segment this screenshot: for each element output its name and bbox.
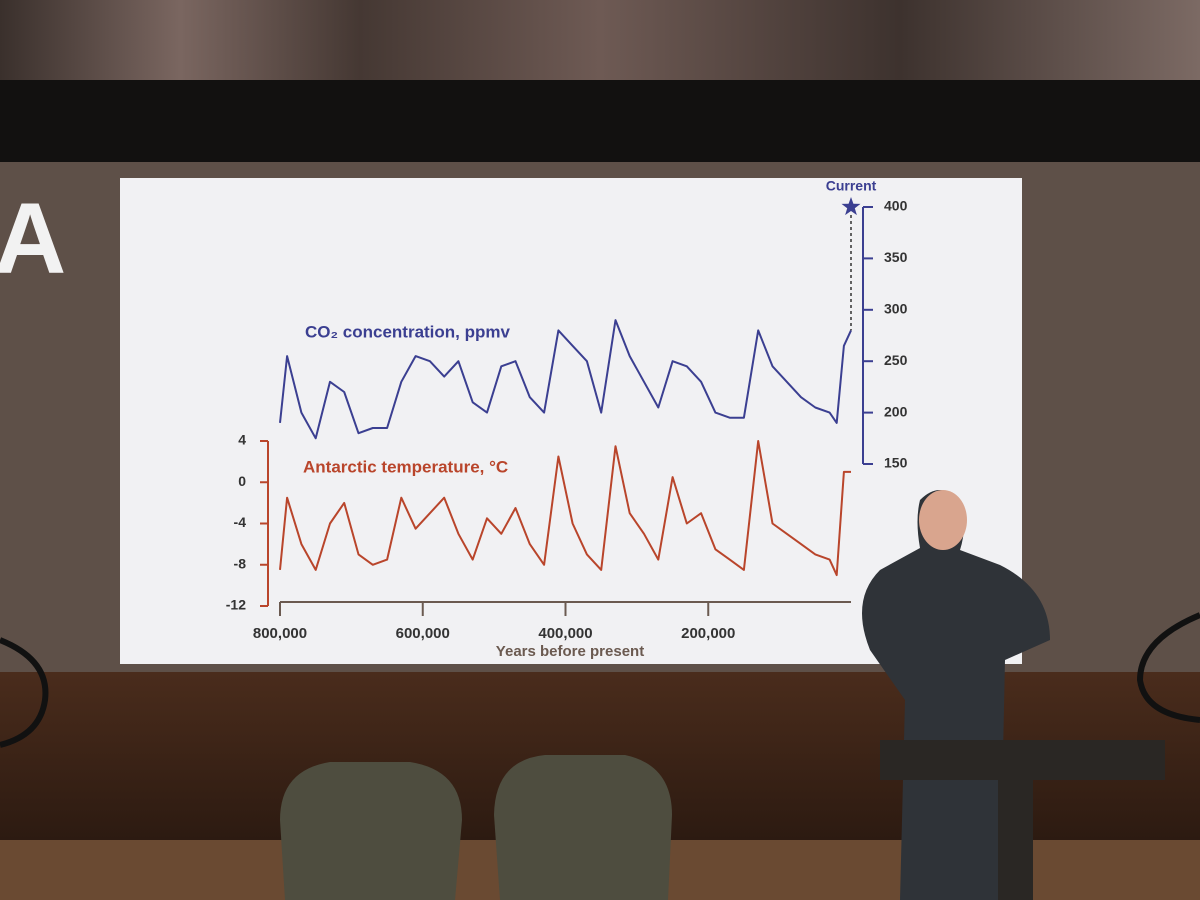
y-tick-label: -12 [226,597,246,613]
sign-letter: A [0,182,66,294]
y2-tick-label: 400 [884,198,908,214]
y2-tick-label: 250 [884,352,908,368]
current-star [841,197,861,216]
chart: -12 -8 -4 0 4 150 200 250 300 350 400 800,000 600,00… [226,178,908,660]
x-tick-label: 600,000 [396,625,450,642]
speaker-head [919,490,967,550]
rail [0,637,49,748]
lectern [880,740,1165,780]
y2-tick-label: 350 [884,249,908,265]
rail [1136,612,1200,723]
y-tick-label: -8 [234,555,247,571]
y2-tick-label: 150 [884,455,908,471]
x-tick-label: 400,000 [538,625,592,642]
y2-tick-label: 200 [884,403,908,419]
series-label: Antarctic temperature, °C [303,457,508,476]
header-beam [0,80,1200,162]
speaker [862,490,1050,900]
armchair [280,762,462,900]
y-tick-label: 0 [238,473,246,489]
y-tick-label: 4 [238,432,246,448]
curtain [0,0,1200,80]
series-label: CO₂ concentration, ppmv [305,322,511,341]
x-tick-label: 800,000 [253,625,307,642]
lectern-stand [998,780,1033,900]
series-line [279,440,851,577]
x-tick-label: 200,000 [681,625,735,642]
armchair [494,755,672,900]
y2-tick-label: 300 [884,301,908,317]
y-tick-label: -4 [234,514,247,530]
annotation: Current [826,178,877,194]
series-line [279,319,852,440]
x-axis-label: Years before present [496,643,644,660]
